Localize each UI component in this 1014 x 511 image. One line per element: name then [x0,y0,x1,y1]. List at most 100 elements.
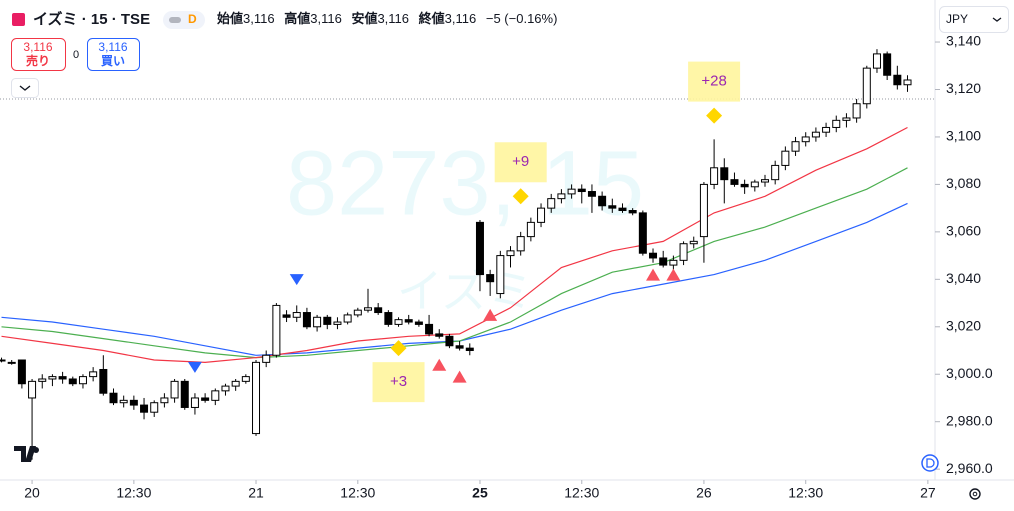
candle-body [394,319,403,325]
candle-body [506,250,515,257]
candle-body [465,347,474,352]
tv-logo [33,447,39,453]
candle-body [750,181,759,188]
candle-body [710,167,719,185]
sell-button[interactable] [11,38,66,71]
candle-body [404,319,413,323]
candle-body [893,74,902,86]
candle-body [180,380,189,408]
candle-body [801,136,810,143]
collapse-button[interactable] [11,78,39,98]
annotation-box [494,142,547,183]
y-tick-label: 3,120 [946,80,981,96]
candle-body [109,392,118,404]
candle-body [313,316,322,328]
candle-body [201,397,210,401]
candle-body [38,378,47,382]
annotation-label: +28 [701,73,726,90]
watermark-name: イズミ [397,265,534,317]
sell-price: 3,116 [23,40,52,54]
candle-body [455,345,464,349]
candle-body [689,240,698,245]
interval-badge: D [188,12,197,26]
x-tick-label: 26 [696,485,712,501]
price-axis: 2,960.0 2,980.0 3,000.0 3,020 3,040 3,060 3,08… [935,33,993,476]
x-tick-label: 20 [24,485,40,501]
candle-body [577,188,586,193]
candle-body [119,399,128,404]
buy-price: 3,116 [98,40,127,54]
candle-body [68,378,77,385]
candle-body [872,53,881,69]
candle-body [486,274,495,283]
candle-body [567,188,576,195]
candle-body [537,207,546,223]
y-tick-label: 3,080 [946,175,981,191]
candle-body [241,376,250,382]
candle-body [343,314,352,323]
candle-body [353,309,362,316]
tv-logo [14,446,36,462]
candle-body [842,117,851,121]
candle-body [679,243,688,261]
buy-button[interactable] [87,38,140,71]
candle-body [170,380,179,399]
symbol-title[interactable]: イズミ · 15 · TSE [33,10,150,28]
candle-body [699,183,708,238]
chevron-icon [992,17,1002,22]
y-tick-label: 2,960.0 [946,460,993,476]
settings-icon[interactable] [969,488,981,500]
buy-signal [666,268,681,281]
moving-average [1,167,908,359]
candle-body [363,307,372,311]
candle-body [771,164,780,181]
y-tick-label: 2,980.0 [946,412,993,428]
candle-body [791,141,800,152]
candle-body [129,399,138,406]
ohlc-value: 3,116 [377,11,409,26]
annotation-marker [390,340,407,357]
candle-body [761,179,769,183]
x-tick-label: 25 [472,485,488,501]
candle-body [302,312,311,328]
candle-body [628,210,637,214]
candle-body [272,304,281,356]
ohlc-label: 終値 [419,11,445,26]
ohlc-legend: 始値3,116 高値3,116 安値3,116 終値3,116 −5 (−0.1… [217,11,557,26]
candle-body [852,103,861,119]
ohlc-label: 高値 [284,11,310,26]
candle-body [598,195,607,207]
candle-body [262,354,271,363]
dividend-icon[interactable] [921,454,939,472]
candle-body [333,321,342,325]
ohlc-value: 3,116 [243,11,275,26]
currency-label: JPY [946,12,968,26]
candle-body [720,167,729,181]
candle-body [516,236,525,252]
candle-body [211,390,220,401]
currency-dropdown[interactable] [939,6,1009,33]
candle-body [7,361,16,364]
candle-body [28,380,37,399]
x-tick-label: 12:30 [340,485,375,501]
candle-body [547,198,556,209]
candle-body [78,376,87,385]
ohlc-value: 3,116 [445,11,477,26]
annotation-marker [706,107,723,124]
candle-body [669,259,678,266]
annotation-label: +9 [512,153,529,170]
candle-body [608,205,617,209]
candle-body [221,385,230,392]
ohlc-label: 安値 [351,11,377,26]
y-tick-label: 3,020 [946,317,981,333]
y-tick-label: 3,000.0 [946,365,993,381]
candle-body [282,314,291,318]
candle-body [140,404,149,413]
candle-body [435,333,444,337]
symbol-icon [12,13,25,26]
candle-body [475,221,484,276]
candle-body [659,257,668,266]
interval-pill[interactable] [163,11,205,29]
ohlc-value: 3,116 [310,11,342,26]
